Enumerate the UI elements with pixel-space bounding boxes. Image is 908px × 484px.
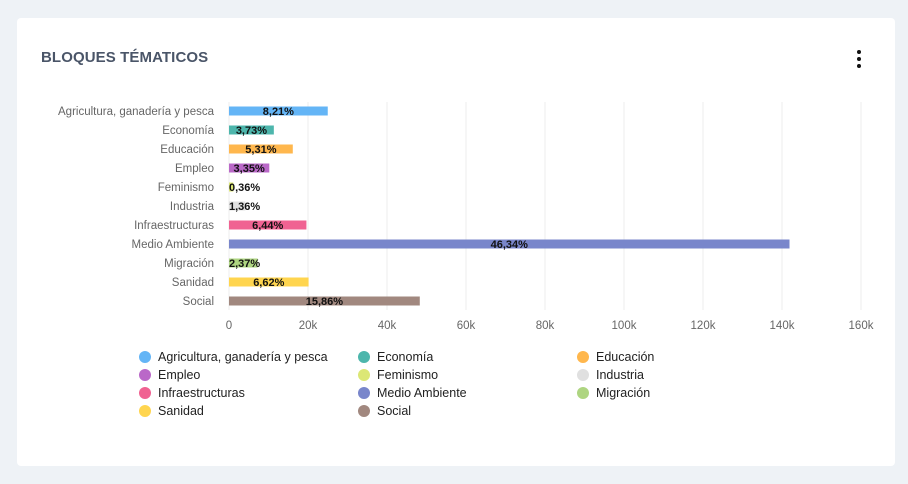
legend-item[interactable]: Industria [577,366,777,384]
legend-dot-icon [358,405,370,417]
x-tick-label: 0 [226,320,232,332]
x-tick-label: 20k [299,320,318,332]
legend-label: Migración [596,386,651,400]
data-label: 2,37% [229,258,260,270]
menu-dot [857,57,861,61]
bar-chart: 0 20k 40k 60k 80k 100k 120k 140k 160k Agricultura… [58,102,874,332]
card-title: BLOQUES TÉMATICOS [41,49,209,66]
data-label: 15,86% [306,296,344,308]
bar[interactable] [229,258,258,268]
data-label: 6,62% [253,277,284,289]
legend-label: Industria [596,368,644,382]
more-vertical-icon[interactable] [849,48,869,70]
data-label: 1,36% [229,201,260,213]
y-category-label: Medio Ambiente [132,239,214,251]
data-label: 6,44% [252,220,283,232]
x-tick-label: 60k [457,320,476,332]
legend-label: Infraestructuras [158,386,245,400]
y-category-label: Empleo [175,163,214,175]
legend-item[interactable]: Infraestructuras [139,384,358,402]
legend-item[interactable]: Agricultura, ganadería y pesca [139,348,358,366]
legend-label: Agricultura, ganadería y pesca [158,350,328,364]
bar[interactable] [229,201,246,211]
bar[interactable] [229,220,307,230]
legend-item[interactable]: Sanidad [139,402,358,420]
legend-label: Social [377,404,412,418]
y-category-label: Educación [160,144,214,156]
y-category-label: Infraestructuras [134,220,214,232]
legend-dot-icon [139,387,151,399]
y-category-label: Sanidad [172,277,214,289]
bar[interactable] [229,277,309,287]
bar[interactable] [229,163,270,173]
legend-dot-icon [358,369,370,381]
menu-dot [857,64,861,68]
legend-label: Feminismo [377,368,439,382]
legend-label: Economía [377,350,434,364]
data-label: 46,34% [491,239,529,251]
y-category-label: Industria [170,201,215,213]
bar[interactable] [229,182,234,192]
legend-label: Educación [596,350,655,364]
chart-card: BLOQUES TÉMATICOS 0 20k 40k 60k 80k 100k 120k 1… [17,18,895,466]
data-label: 3,35% [234,163,265,175]
menu-dot [857,50,861,54]
bar[interactable] [229,125,274,135]
legend-item[interactable]: Feminismo [358,366,577,384]
bar[interactable] [229,144,293,154]
y-category-label: Feminismo [158,182,214,194]
legend-label: Sanidad [158,404,204,418]
y-category-label: Agricultura, ganadería y pesca [58,106,215,118]
legend-item[interactable]: Educación [577,348,777,366]
y-category-label: Economía [162,125,214,137]
data-label: 8,21% [263,106,294,118]
chart-legend: Agricultura, ganadería y pesca Economía Ed… [139,348,779,420]
legend-dot-icon [358,387,370,399]
bar[interactable] [229,239,790,249]
legend-dot-icon [139,405,151,417]
legend-dot-icon [577,387,589,399]
legend-item[interactable]: Empleo [139,366,358,384]
y-category-label: Migración [164,258,214,270]
x-tick-label: 120k [691,320,716,332]
legend-item[interactable]: Migración [577,384,777,402]
y-category-label: Social [183,296,214,308]
legend-item[interactable]: Economía [358,348,577,366]
x-tick-label: 140k [770,320,795,332]
legend-dot-icon [358,351,370,363]
legend-dot-icon [139,351,151,363]
legend-dot-icon [577,351,589,363]
data-label: 0,36% [229,182,260,194]
bar[interactable] [229,296,420,306]
x-tick-label: 40k [378,320,397,332]
x-tick-label: 100k [612,320,637,332]
legend-item[interactable]: Medio Ambiente [358,384,577,402]
legend-dot-icon [577,369,589,381]
bar[interactable] [229,106,328,116]
legend-item[interactable]: Social [358,402,577,420]
legend-label: Medio Ambiente [377,386,467,400]
x-tick-label: 160k [849,320,874,332]
data-label: 3,73% [236,125,267,137]
data-label: 5,31% [245,144,276,156]
legend-dot-icon [139,369,151,381]
x-tick-label: 80k [536,320,555,332]
legend-label: Empleo [158,368,201,382]
